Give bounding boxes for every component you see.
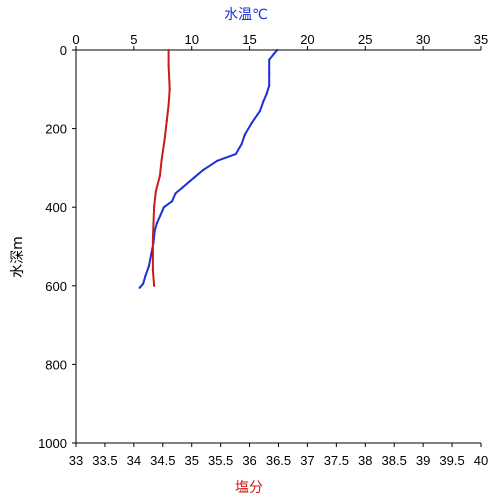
bottom-tick-label: 36 (242, 453, 256, 468)
salinity-point (163, 139, 166, 142)
top-tick-label: 25 (358, 32, 372, 47)
temperature-point (250, 121, 253, 124)
temperature-point (265, 92, 269, 95)
bottom-axis-title: 塩分 (235, 480, 263, 496)
bottom-tick-label: 39 (416, 453, 430, 468)
temperature-point (162, 206, 166, 209)
salinity-point (168, 88, 171, 91)
temperature-point (268, 84, 271, 87)
top-tick-label: 30 (416, 32, 430, 47)
bottom-tick-label: 36.5 (266, 453, 291, 468)
top-tick-label: 5 (130, 32, 137, 47)
y-tick-label: 200 (45, 122, 67, 137)
salinity-point (153, 284, 156, 287)
temperature-point (268, 72, 271, 75)
temperature-point (262, 99, 265, 103)
bottom-tick-label: 38 (358, 453, 372, 468)
bottom-tick-label: 37 (300, 453, 314, 468)
y-tick-label: 0 (60, 43, 67, 58)
y-axis-title: 水深m (10, 236, 26, 278)
bottom-tick-label: 39.5 (439, 453, 464, 468)
temperature-point (155, 221, 159, 225)
temperature-point (240, 143, 243, 146)
temperature-point (144, 274, 147, 278)
bottom-tick-label: 34 (127, 453, 141, 468)
top-tick-label: 10 (184, 32, 198, 47)
y-tick-label: 800 (45, 357, 67, 372)
y-tick-label: 400 (45, 200, 67, 215)
y-tick-label: 1000 (38, 436, 67, 451)
salinity-point (158, 174, 161, 177)
temperature-point (202, 168, 205, 171)
temperature-point (138, 286, 141, 289)
salinity-point (153, 206, 156, 209)
temperature-point (159, 213, 162, 217)
temperature-point (174, 192, 177, 195)
temperature-point (170, 200, 174, 203)
salinity-point (151, 268, 155, 272)
salinity-point (151, 237, 155, 240)
bottom-tick-label: 37.5 (324, 453, 349, 468)
salinity-point (154, 190, 157, 193)
bottom-tick-label: 33.5 (92, 453, 117, 468)
temperature-point (192, 176, 196, 179)
salinity-point (165, 119, 168, 122)
y-tick-label: 600 (45, 279, 67, 294)
temperature-point (150, 253, 153, 256)
top-tick-label: 20 (300, 32, 314, 47)
top-axis-title: 水温℃ (224, 7, 268, 23)
salinity-series-line (151, 50, 171, 286)
temperature-point (272, 52, 275, 56)
bottom-tick-label: 40 (474, 453, 488, 468)
temperature-point (268, 58, 271, 61)
bottom-tick-label: 33 (69, 453, 83, 468)
temperature-point (243, 133, 247, 136)
salinity-point (151, 253, 155, 256)
temperature-point (276, 48, 279, 52)
top-tick-label: 35 (474, 32, 488, 47)
bottom-tick-label: 35 (184, 453, 198, 468)
bottom-tick-label: 35.5 (208, 453, 233, 468)
top-tick-label: 0 (72, 32, 79, 47)
temperature-point (147, 265, 150, 268)
bottom-tick-label: 34.5 (150, 453, 175, 468)
temperature-point (142, 282, 145, 285)
salinity-point (167, 64, 170, 67)
salinity-point (167, 48, 170, 52)
temperature-point (216, 159, 219, 162)
bottom-tick-label: 38.5 (382, 453, 407, 468)
temperature-point (258, 109, 262, 113)
salinity-point (152, 221, 155, 225)
top-tick-label: 15 (242, 32, 256, 47)
salinity-point (160, 158, 163, 162)
temperature-point (181, 186, 184, 189)
salinity-point (167, 103, 170, 107)
temperature-point (234, 153, 237, 156)
